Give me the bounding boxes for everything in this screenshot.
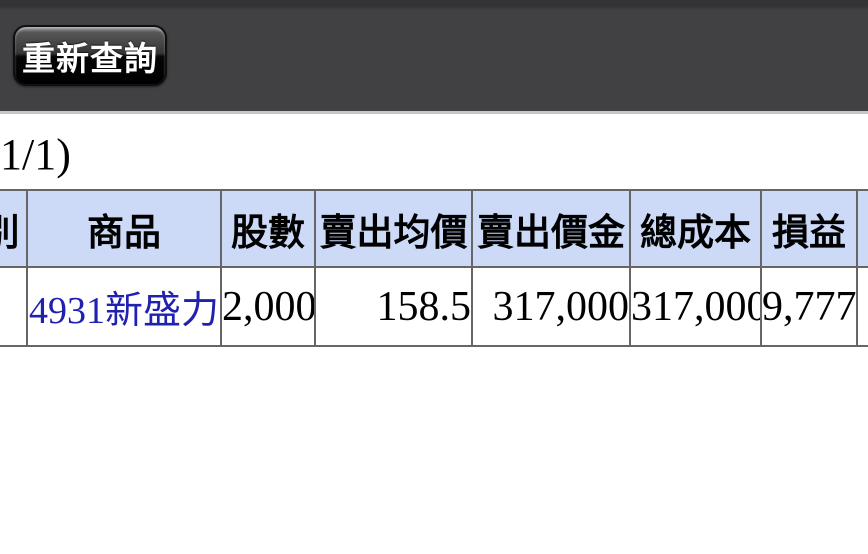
cell-category [0, 266, 28, 347]
header-sell-amount: 賣出價金 [471, 189, 631, 268]
header-avg-sell-price: 賣出均價 [314, 189, 473, 268]
cell-avg-sell-price: 158.5 [314, 266, 473, 347]
header-profit-loss: 損益 [760, 189, 858, 268]
cell-sell-amount: 317,000 [471, 266, 631, 347]
cell-product: 4931新盛力 [26, 266, 222, 347]
header-product: 商品 [26, 189, 222, 268]
top-toolbar: 重新查詢 [0, 0, 868, 114]
cell-total-cost: 317,000 [629, 266, 762, 347]
header-partial-right [856, 189, 868, 268]
page-indicator: 1/1) [0, 130, 71, 179]
cell-profit-loss: 9,777 [760, 266, 858, 347]
table-header-row: 別 商品 股數 賣出均價 賣出價金 總成本 損益 [0, 189, 868, 268]
header-total-cost: 總成本 [629, 189, 762, 268]
requery-button[interactable]: 重新查詢 [13, 25, 167, 86]
trades-table: 別 商品 股數 賣出均價 賣出價金 總成本 損益 4931新盛力 2,000 1… [0, 189, 868, 347]
stock-link[interactable]: 4931新盛力 [28, 290, 219, 332]
cell-partial-right [856, 266, 868, 347]
trades-table-container: 別 商品 股數 賣出均價 賣出價金 總成本 損益 4931新盛力 2,000 1… [0, 189, 868, 347]
cell-shares: 2,000 [220, 266, 316, 347]
table-row: 4931新盛力 2,000 158.5 317,000 317,000 9,77… [0, 266, 868, 347]
header-shares: 股數 [220, 189, 316, 268]
header-category: 別 [0, 189, 28, 268]
